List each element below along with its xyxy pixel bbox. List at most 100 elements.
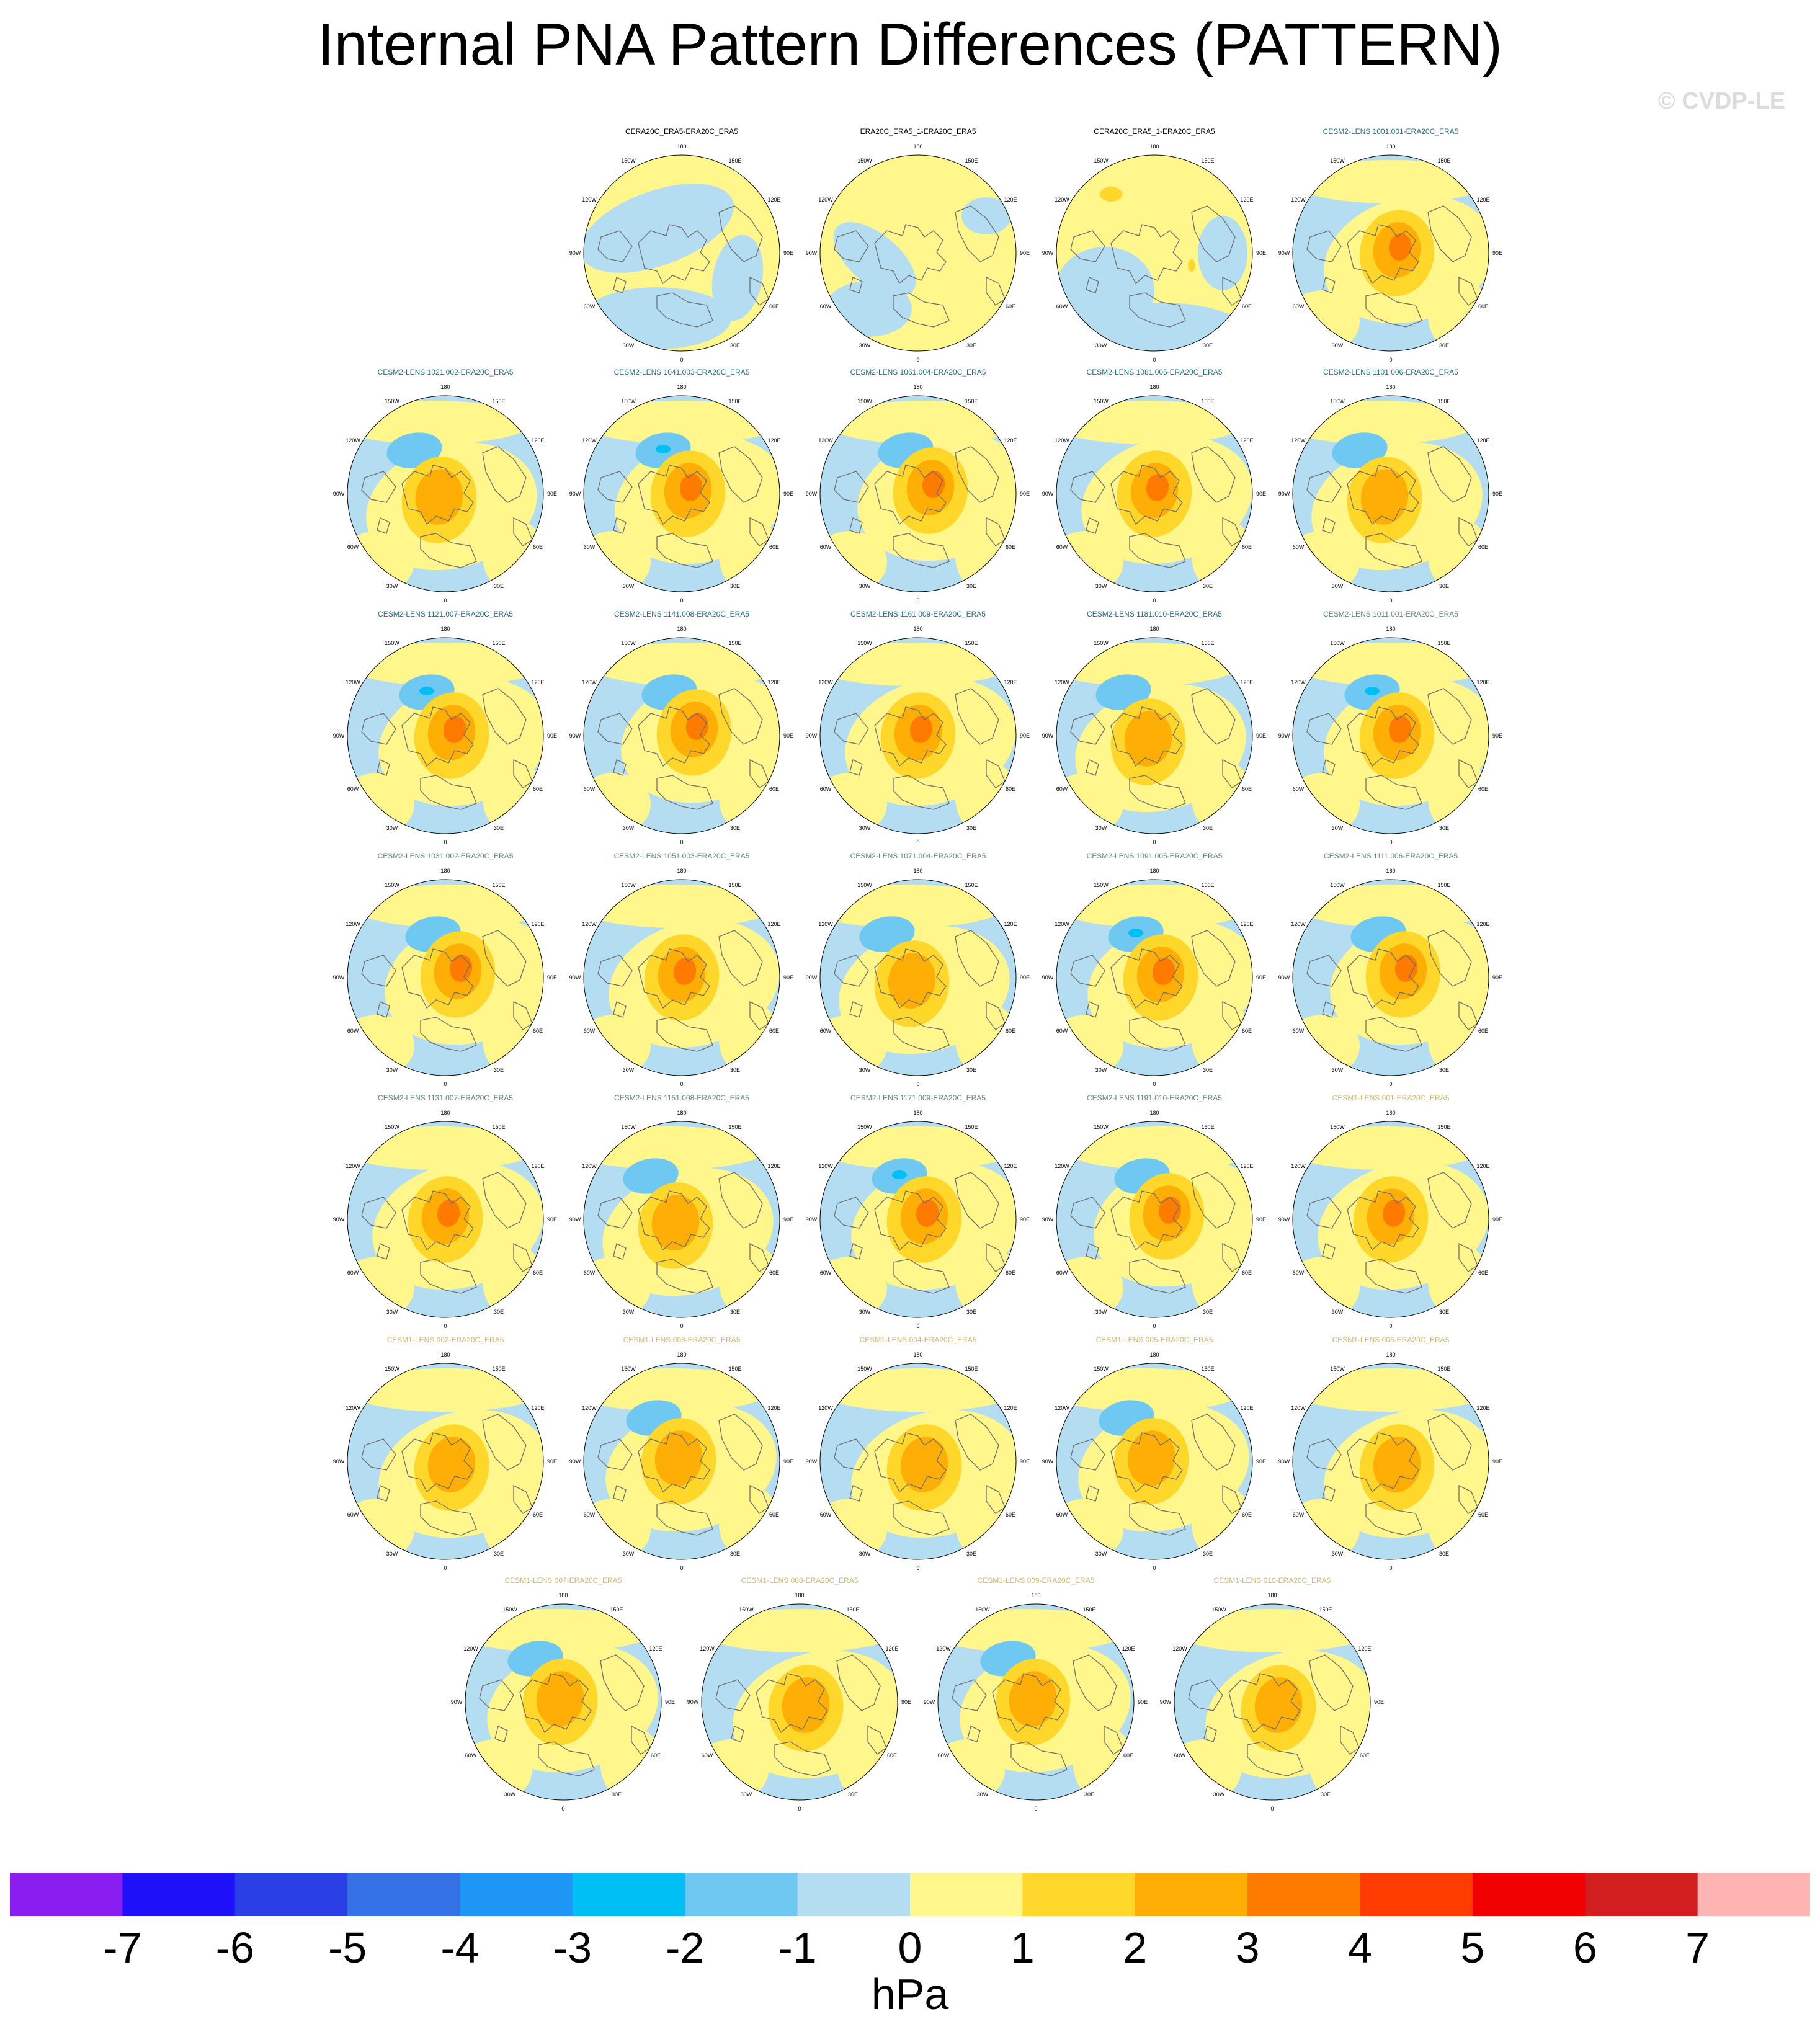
longitude-label: 30W <box>1332 1067 1344 1073</box>
coastline <box>513 759 533 788</box>
coastline <box>992 1673 1064 1734</box>
longitude-label: 150E <box>610 1607 623 1613</box>
longitude-label: 60W <box>584 544 596 550</box>
map-border <box>1056 154 1253 352</box>
panel-title: CESM2-LENS 1171.009-ERA20C_ERA5 <box>850 1094 986 1102</box>
coastline <box>1458 1484 1478 1514</box>
coastline <box>718 688 763 745</box>
map-panel: CESM2-LENS 1191.010-ERA20C_ERA5 180 150E 12… <box>1037 1093 1272 1335</box>
longitude-label: 90E <box>665 1699 675 1705</box>
coastline <box>893 1500 950 1536</box>
coastline <box>1070 713 1105 745</box>
panel-title: CESM1-LENS 003-ERA20C_ERA5 <box>623 1335 741 1344</box>
longitude-label: 0 <box>916 839 919 845</box>
colorbar-swatch <box>1247 1873 1361 1916</box>
longitude-label: 180 <box>1149 384 1159 390</box>
anomaly-contour <box>584 773 651 834</box>
field-background <box>820 155 1016 351</box>
anomaly-contour <box>386 432 442 468</box>
colorbar-swatch <box>1135 1873 1248 1916</box>
longitude-label: 120W <box>1291 1405 1306 1411</box>
anomaly-contour <box>1382 1200 1406 1227</box>
coastline <box>401 948 474 1009</box>
longitude-label: 90E <box>547 491 557 497</box>
longitude-label: 60W <box>1174 1752 1186 1758</box>
longitude-label: 60W <box>347 544 359 550</box>
longitude-label: 120W <box>582 1163 597 1169</box>
coastline <box>1347 224 1419 285</box>
longitude-label: 120W <box>346 921 360 927</box>
longitude-label: 180 <box>913 143 922 149</box>
longitude-label: 150W <box>385 1366 399 1372</box>
coastline <box>1070 1438 1105 1471</box>
longitude-label: 30E <box>1203 1067 1213 1073</box>
longitude-label: 150W <box>1330 158 1345 164</box>
coastline <box>1086 1485 1099 1502</box>
longitude-label: 90E <box>1138 1699 1148 1705</box>
map-border <box>819 1363 1017 1560</box>
coastline <box>749 276 769 306</box>
anomaly-contour <box>938 1739 1005 1800</box>
longitude-label: 60E <box>533 1028 543 1034</box>
longitude-label: 60E <box>651 1752 661 1758</box>
longitude-label: 150E <box>1082 1607 1095 1613</box>
longitude-label: 90W <box>924 1699 935 1705</box>
longitude-label: 120W <box>1055 1405 1069 1411</box>
colorbar-tick-label: -4 <box>440 1923 480 1972</box>
colorbar-tick-label: 5 <box>1460 1923 1485 1972</box>
map-panel: CESM2-LENS 1021.002-ERA20C_ERA5 180 150E 12… <box>328 367 563 609</box>
coastline <box>1347 1190 1419 1251</box>
coastline <box>420 775 477 810</box>
map-panel: CESM1-LENS 006-ERA20C_ERA5 180 150E 120E 90E… <box>1273 1335 1509 1577</box>
longitude-label: 30E <box>494 825 504 831</box>
longitude-label: 180 <box>913 1352 922 1358</box>
coastline <box>1191 205 1236 262</box>
longitude-label: 150W <box>502 1607 517 1613</box>
anomaly-contour <box>1152 958 1175 985</box>
coastline <box>749 1242 769 1272</box>
longitude-label: 120W <box>818 197 833 203</box>
copyright-notice: © CVDP-LE <box>1657 88 1785 114</box>
anomaly-contour <box>1293 1257 1360 1317</box>
anomaly-contour <box>1056 885 1252 928</box>
longitude-label: 30E <box>1439 1309 1449 1315</box>
longitude-label: 150E <box>1437 640 1450 646</box>
polar-stereographic-map: 180 150E 120E 90E 60E 30E 0 30W 60W 90W 120W 150W <box>333 626 557 845</box>
coastline <box>1322 1001 1336 1018</box>
map-panel: CESM2-LENS 1091.005-ERA20C_ERA5 180 150E 12… <box>1037 851 1272 1093</box>
coastline <box>986 1484 1006 1514</box>
longitude-label: 150E <box>492 640 505 646</box>
panel-title: CESM2-LENS 1041.003-ERA20C_ERA5 <box>613 368 750 377</box>
coastline <box>1458 1001 1478 1030</box>
anomaly-contour <box>1174 1739 1241 1800</box>
coastline <box>1306 230 1342 262</box>
longitude-label: 120E <box>767 921 780 927</box>
map-panel: CESM1-LENS 007-ERA20C_ERA5 180 150E 120E 90E… <box>445 1576 681 1817</box>
panel-title: CESM2-LENS 1061.004-ERA20C_ERA5 <box>850 368 986 377</box>
longitude-label: 180 <box>677 868 686 874</box>
map-panel: CESM1-LENS 008-ERA20C_ERA5 180 150E 120E 90E… <box>682 1576 917 1817</box>
longitude-label: 90E <box>1256 733 1266 739</box>
longitude-label: 120W <box>582 679 597 685</box>
anomaly-contour <box>1365 687 1380 695</box>
map-panel: CESM2-LENS 1171.009-ERA20C_ERA5 180 150E 12… <box>800 1093 1036 1335</box>
longitude-label: 0 <box>1153 839 1156 845</box>
longitude-label: 30W <box>1332 825 1344 831</box>
longitude-label: 180 <box>440 1352 450 1358</box>
longitude-label: 90W <box>569 974 581 981</box>
coastline <box>1129 775 1186 810</box>
coastline <box>638 706 710 767</box>
map-panel: CESM2-LENS 1081.005-ERA20C_ERA5 180 150E 12… <box>1037 367 1272 609</box>
anomaly-contour <box>584 184 734 273</box>
coastline <box>420 1017 477 1052</box>
polar-stereographic-map: 180 150E 120E 90E 60E 30E 0 30W 60W 90W 120W 150W <box>1278 626 1502 845</box>
anomaly-contour <box>820 1368 1016 1412</box>
coastline <box>1347 706 1419 767</box>
polar-stereographic-map: 180 150E 120E 90E 60E 30E 0 30W 60W 90W 120W 150W <box>1042 626 1266 845</box>
longitude-label: 150E <box>492 882 505 888</box>
coastline <box>955 446 999 503</box>
longitude-label: 120E <box>649 1646 662 1652</box>
anomaly-contour <box>1146 474 1169 501</box>
anomaly-contour <box>1056 1257 1123 1317</box>
coastline <box>1086 759 1099 776</box>
